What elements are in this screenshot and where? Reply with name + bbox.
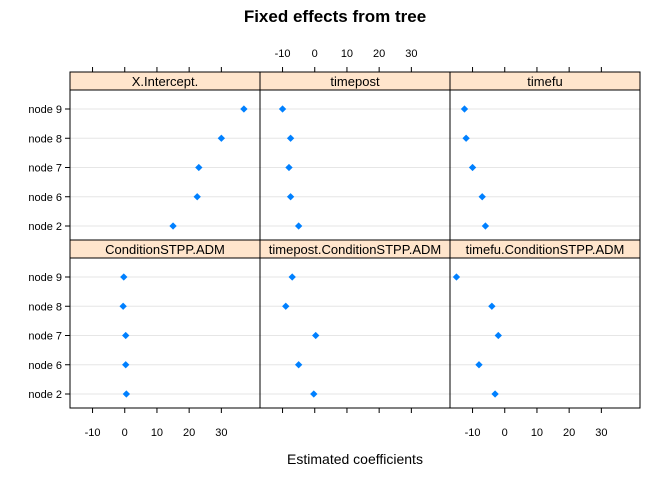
x-tick-label: 0	[122, 427, 128, 439]
panel-border	[69, 71, 261, 241]
strip-label: ConditionSTPP.ADM	[105, 242, 225, 257]
x-tick-label: 0	[312, 48, 318, 60]
x-tick-label: 30	[595, 427, 607, 439]
data-point	[462, 134, 470, 142]
x-tick-label: 30	[215, 427, 227, 439]
data-point	[217, 134, 226, 142]
data-point	[119, 302, 127, 310]
data-point	[285, 163, 293, 172]
panel-timepost: timepost	[259, 71, 451, 241]
data-point	[120, 273, 128, 281]
data-point	[475, 361, 483, 369]
panel-border	[69, 239, 261, 409]
data-point	[491, 390, 499, 398]
axes-layer: node 2 node 6 node 7 node 8 node 9 node 2 node…	[28, 48, 607, 439]
x-axis-label: Estimated coefficients	[287, 451, 423, 467]
data-point	[193, 193, 201, 201]
data-point	[481, 222, 490, 230]
x-tick-label: 10	[151, 427, 163, 439]
x-tick-label: 20	[563, 427, 575, 439]
x-tick-label: 10	[341, 48, 353, 60]
data-point	[122, 390, 131, 398]
data-point	[278, 105, 287, 113]
x-tick-label: -10	[275, 48, 291, 60]
panel-timefu: timefu	[449, 71, 641, 241]
data-point	[122, 361, 130, 369]
data-point	[460, 105, 469, 113]
data-point	[488, 302, 496, 310]
panel-border	[259, 239, 451, 409]
data-point	[288, 273, 296, 281]
x-tick-label: 20	[373, 48, 385, 60]
data-point	[312, 331, 320, 340]
x-tick-label: 20	[183, 427, 195, 439]
x-tick-label: -10	[85, 427, 101, 439]
y-tick-label: node 7	[28, 331, 62, 343]
data-point	[478, 193, 486, 201]
y-tick-label: node 6	[28, 360, 62, 372]
strip-label: timepost.ConditionSTPP.ADM	[269, 242, 441, 257]
chart-title: Fixed effects from tree	[244, 7, 426, 26]
data-point	[468, 163, 477, 172]
data-point	[286, 134, 295, 142]
data-point	[294, 222, 303, 230]
data-point	[310, 390, 318, 398]
y-tick-label: node 9	[28, 104, 62, 116]
data-point	[240, 105, 248, 113]
data-point	[494, 331, 502, 340]
x-tick-label: 30	[405, 48, 417, 60]
data-point	[294, 361, 303, 369]
panel-timefu-conditionstpp-adm: timefu.ConditionSTPP.ADM	[449, 239, 641, 409]
strip-label: X.Intercept.	[132, 74, 198, 89]
y-tick-label: node 9	[28, 272, 62, 284]
x-tick-label: 0	[502, 427, 508, 439]
data-point	[195, 163, 203, 172]
y-tick-label: node 2	[28, 221, 62, 233]
data-point	[122, 331, 130, 340]
panel-border	[449, 239, 641, 409]
panel-timepost-conditionstpp-adm: timepost.ConditionSTPP.ADM	[259, 239, 451, 409]
y-tick-label: node 8	[28, 133, 62, 145]
panel-border	[259, 71, 451, 241]
panel-grid: X.Intercept. timepost timefu ConditionSTPP.…	[69, 71, 641, 409]
data-point	[452, 273, 461, 281]
panel-border	[449, 71, 641, 241]
y-tick-label: node 6	[28, 192, 62, 204]
panel-x-intercept-: X.Intercept.	[69, 71, 261, 241]
strip-label: timefu.ConditionSTPP.ADM	[466, 242, 625, 257]
data-point	[286, 193, 295, 201]
x-tick-label: -10	[465, 427, 481, 439]
x-tick-label: 10	[531, 427, 543, 439]
y-tick-label: node 7	[28, 163, 62, 175]
strip-label: timefu	[527, 74, 562, 89]
y-tick-label: node 2	[28, 389, 62, 401]
y-tick-label: node 8	[28, 301, 62, 313]
strip-label: timepost	[330, 74, 380, 89]
panel-conditionstpp-adm: ConditionSTPP.ADM	[69, 239, 261, 409]
data-point	[169, 222, 177, 230]
data-point	[282, 302, 290, 310]
